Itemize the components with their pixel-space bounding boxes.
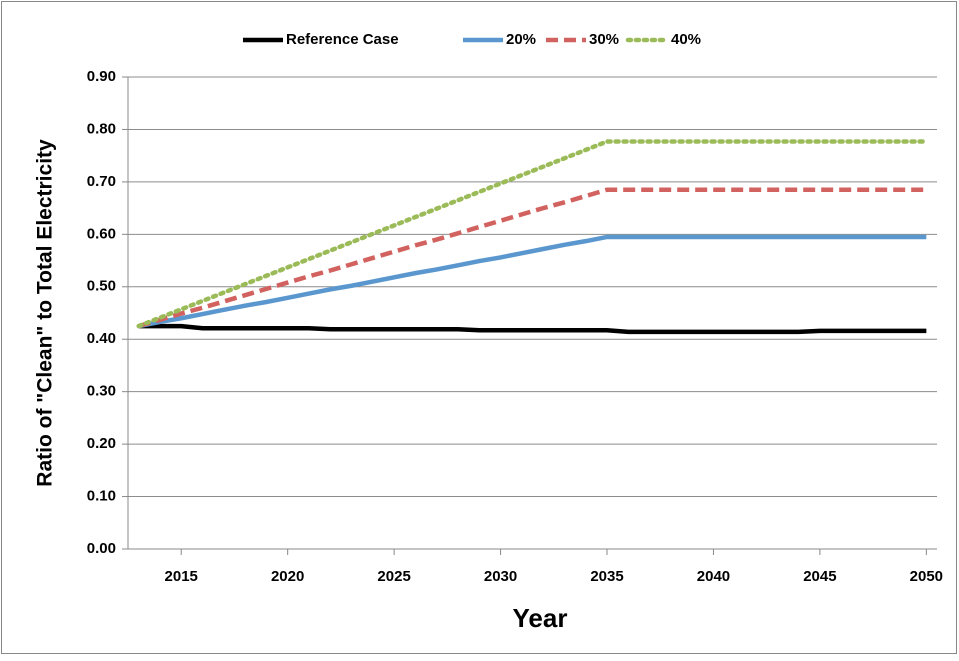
legend-label: 30%: [589, 31, 619, 48]
x-tick-label: 2025: [377, 568, 410, 585]
y-tick-label: 0.90: [87, 68, 116, 85]
y-tick-label: 0.00: [87, 540, 116, 557]
series-line: [136, 139, 929, 329]
x-tick-label: 2045: [803, 568, 836, 585]
x-tick-label: 2030: [484, 568, 517, 585]
legend-label: 40%: [671, 31, 701, 48]
series-line: [138, 323, 927, 335]
y-tick-label: 0.50: [87, 278, 116, 295]
x-tick-label: 2020: [271, 568, 304, 585]
y-tick-label: 0.30: [87, 383, 116, 400]
x-tick-label: 2040: [697, 568, 730, 585]
x-tick-label: 2015: [165, 568, 198, 585]
x-tick-label: 2035: [590, 568, 623, 585]
x-tick-label: 2050: [910, 568, 943, 585]
y-tick-label: 0.40: [87, 330, 116, 347]
y-tick-label: 0.60: [87, 225, 116, 242]
y-tick-label: 0.10: [87, 488, 116, 505]
x-axis-label: Year: [513, 603, 568, 633]
legend-label: 20%: [506, 31, 536, 48]
y-tick-label: 0.70: [87, 173, 116, 190]
series-line: [138, 187, 927, 329]
y-tick-label: 0.20: [87, 435, 116, 452]
series-line: [138, 234, 927, 329]
y-tick-label: 0.80: [87, 120, 116, 137]
y-axis-label: Ratio of "Clean" to Total Electricity: [34, 139, 57, 487]
legend-label: Reference Case: [286, 31, 399, 48]
